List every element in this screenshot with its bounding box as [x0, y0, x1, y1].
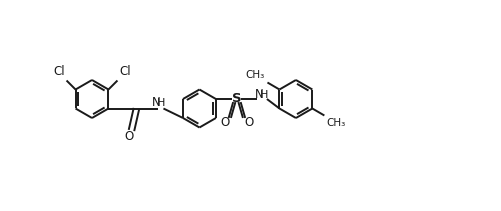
Text: Cl: Cl — [119, 65, 131, 78]
Text: N: N — [152, 96, 161, 109]
Text: CH₃: CH₃ — [327, 119, 346, 128]
Text: Cl: Cl — [53, 65, 65, 78]
Text: H: H — [157, 98, 165, 108]
Text: H: H — [260, 90, 269, 100]
Text: O: O — [220, 115, 229, 128]
Text: N: N — [255, 88, 264, 101]
Text: CH₃: CH₃ — [245, 69, 265, 80]
Text: O: O — [244, 115, 254, 128]
Text: S: S — [232, 92, 241, 106]
Text: O: O — [125, 130, 134, 142]
